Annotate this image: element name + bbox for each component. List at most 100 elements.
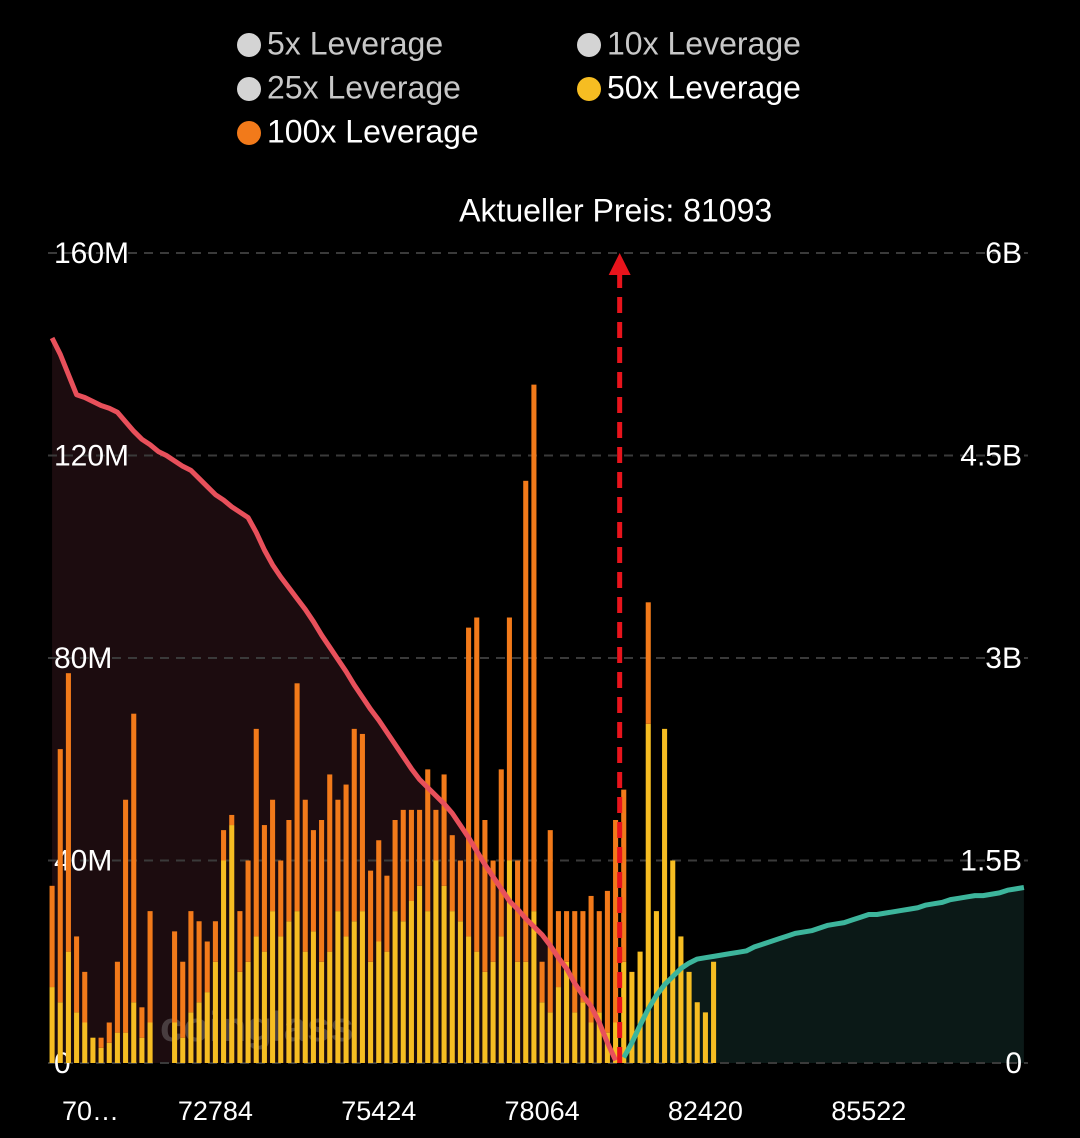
bar-segment — [319, 820, 325, 962]
y2-tick-label: 4.5B — [960, 439, 1022, 472]
bar-segment — [98, 1047, 104, 1063]
bar-segment — [670, 860, 676, 1063]
bar-segment — [114, 1032, 120, 1063]
y2-tick-label: 6B — [985, 237, 1022, 270]
bar-segment — [368, 870, 374, 962]
bar-segment — [114, 961, 120, 1033]
bar-segment — [506, 860, 512, 1063]
bar-segment — [613, 1022, 619, 1063]
bar-segment — [531, 384, 537, 912]
bar-segment — [621, 961, 627, 1063]
bar-segment — [343, 936, 349, 1063]
x-tick-label: 85522 — [831, 1096, 906, 1126]
bar-segment — [702, 1012, 708, 1063]
bar-segment — [621, 789, 627, 962]
bar-segment — [384, 951, 390, 1063]
y-tick-label: 160M — [54, 237, 129, 270]
bar-segment — [147, 911, 153, 1023]
legend-label: 100x Leverage — [267, 113, 479, 149]
y-tick-label: 80M — [54, 642, 112, 675]
bar-segment — [196, 921, 202, 1003]
bar-segment — [368, 961, 374, 1063]
bar-segment — [384, 875, 390, 952]
bar-segment — [98, 1037, 104, 1048]
bar-segment — [433, 809, 439, 861]
bar-segment — [139, 1037, 145, 1063]
bar-segment — [327, 774, 333, 952]
bar-segment — [335, 911, 341, 1063]
cumulative-line — [49, 336, 618, 1062]
bar-segment — [123, 799, 129, 1033]
bar-segment — [449, 911, 455, 1063]
cumulative-area — [623, 887, 1024, 1063]
bar-segment — [57, 749, 63, 1003]
bar-segment — [359, 733, 365, 912]
bar-segment — [376, 941, 382, 1063]
bar-segment — [82, 971, 88, 1023]
bar-segment — [629, 971, 635, 1063]
bar-segment — [204, 941, 210, 993]
bar-segment — [441, 885, 447, 1063]
bar-segment — [653, 911, 659, 1063]
x-tick-label: 72784 — [178, 1096, 253, 1126]
bar-segment — [106, 1022, 112, 1043]
bar-segment — [572, 911, 578, 1013]
bar-segment — [253, 936, 259, 1063]
bar-segment — [482, 971, 488, 1063]
bar-segment — [180, 961, 186, 1038]
bar-segment — [694, 1002, 700, 1063]
legend-marker — [577, 33, 601, 57]
bar-segment — [539, 1002, 545, 1063]
bar-segment — [204, 992, 210, 1063]
bar-segment — [180, 1037, 186, 1063]
bar-segment — [188, 911, 194, 1013]
y2-tick-label: 3B — [985, 642, 1022, 675]
bar-segment — [392, 911, 398, 1063]
bar-segment — [588, 1022, 594, 1063]
bar-segment — [188, 1012, 194, 1063]
bar-segment — [555, 987, 561, 1063]
legend-label: 5x Leverage — [267, 25, 443, 61]
bar-segment — [555, 911, 561, 988]
bar-segment — [604, 890, 610, 1033]
bar-segment — [425, 769, 431, 912]
x-tick-label: 82420 — [668, 1096, 743, 1126]
bar-segment — [172, 1022, 178, 1063]
bar-segment — [547, 830, 553, 1013]
bar-segment — [588, 895, 594, 1023]
bar-segment — [498, 936, 504, 1063]
bar-segment — [302, 799, 308, 952]
bar-segment — [172, 931, 178, 1023]
bar-segment — [310, 830, 316, 932]
bar-segment — [645, 723, 651, 1063]
bar-segment — [278, 860, 284, 937]
bar-segment — [237, 911, 243, 972]
bar-segment — [523, 480, 529, 962]
bar-segment — [65, 673, 71, 952]
legend-label: 25x Leverage — [267, 69, 461, 105]
bar-segment — [441, 774, 447, 886]
bar-segment — [359, 911, 365, 1063]
bar-segment — [319, 961, 325, 1063]
bar-segment — [253, 728, 259, 937]
bar-segment — [57, 1002, 63, 1063]
bar-segment — [74, 936, 80, 1013]
bar-segment — [498, 769, 504, 937]
bar-segment — [351, 728, 357, 922]
bar-segment — [261, 951, 267, 1063]
bars — [49, 384, 717, 1063]
bar-segment — [531, 911, 537, 1063]
bar-segment — [270, 799, 276, 912]
bar-segment — [278, 936, 284, 1063]
bar-segment — [229, 825, 235, 1063]
bar-segment — [572, 1012, 578, 1063]
bar-segment — [245, 961, 251, 1063]
bar-segment — [229, 814, 235, 826]
current-price-label: Aktueller Preis: 81093 — [459, 192, 772, 228]
bar-segment — [490, 961, 496, 1063]
bar-segment — [147, 1022, 153, 1063]
cumulative-line — [621, 885, 1025, 1059]
legend-marker — [237, 77, 261, 101]
bar-segment — [343, 784, 349, 937]
